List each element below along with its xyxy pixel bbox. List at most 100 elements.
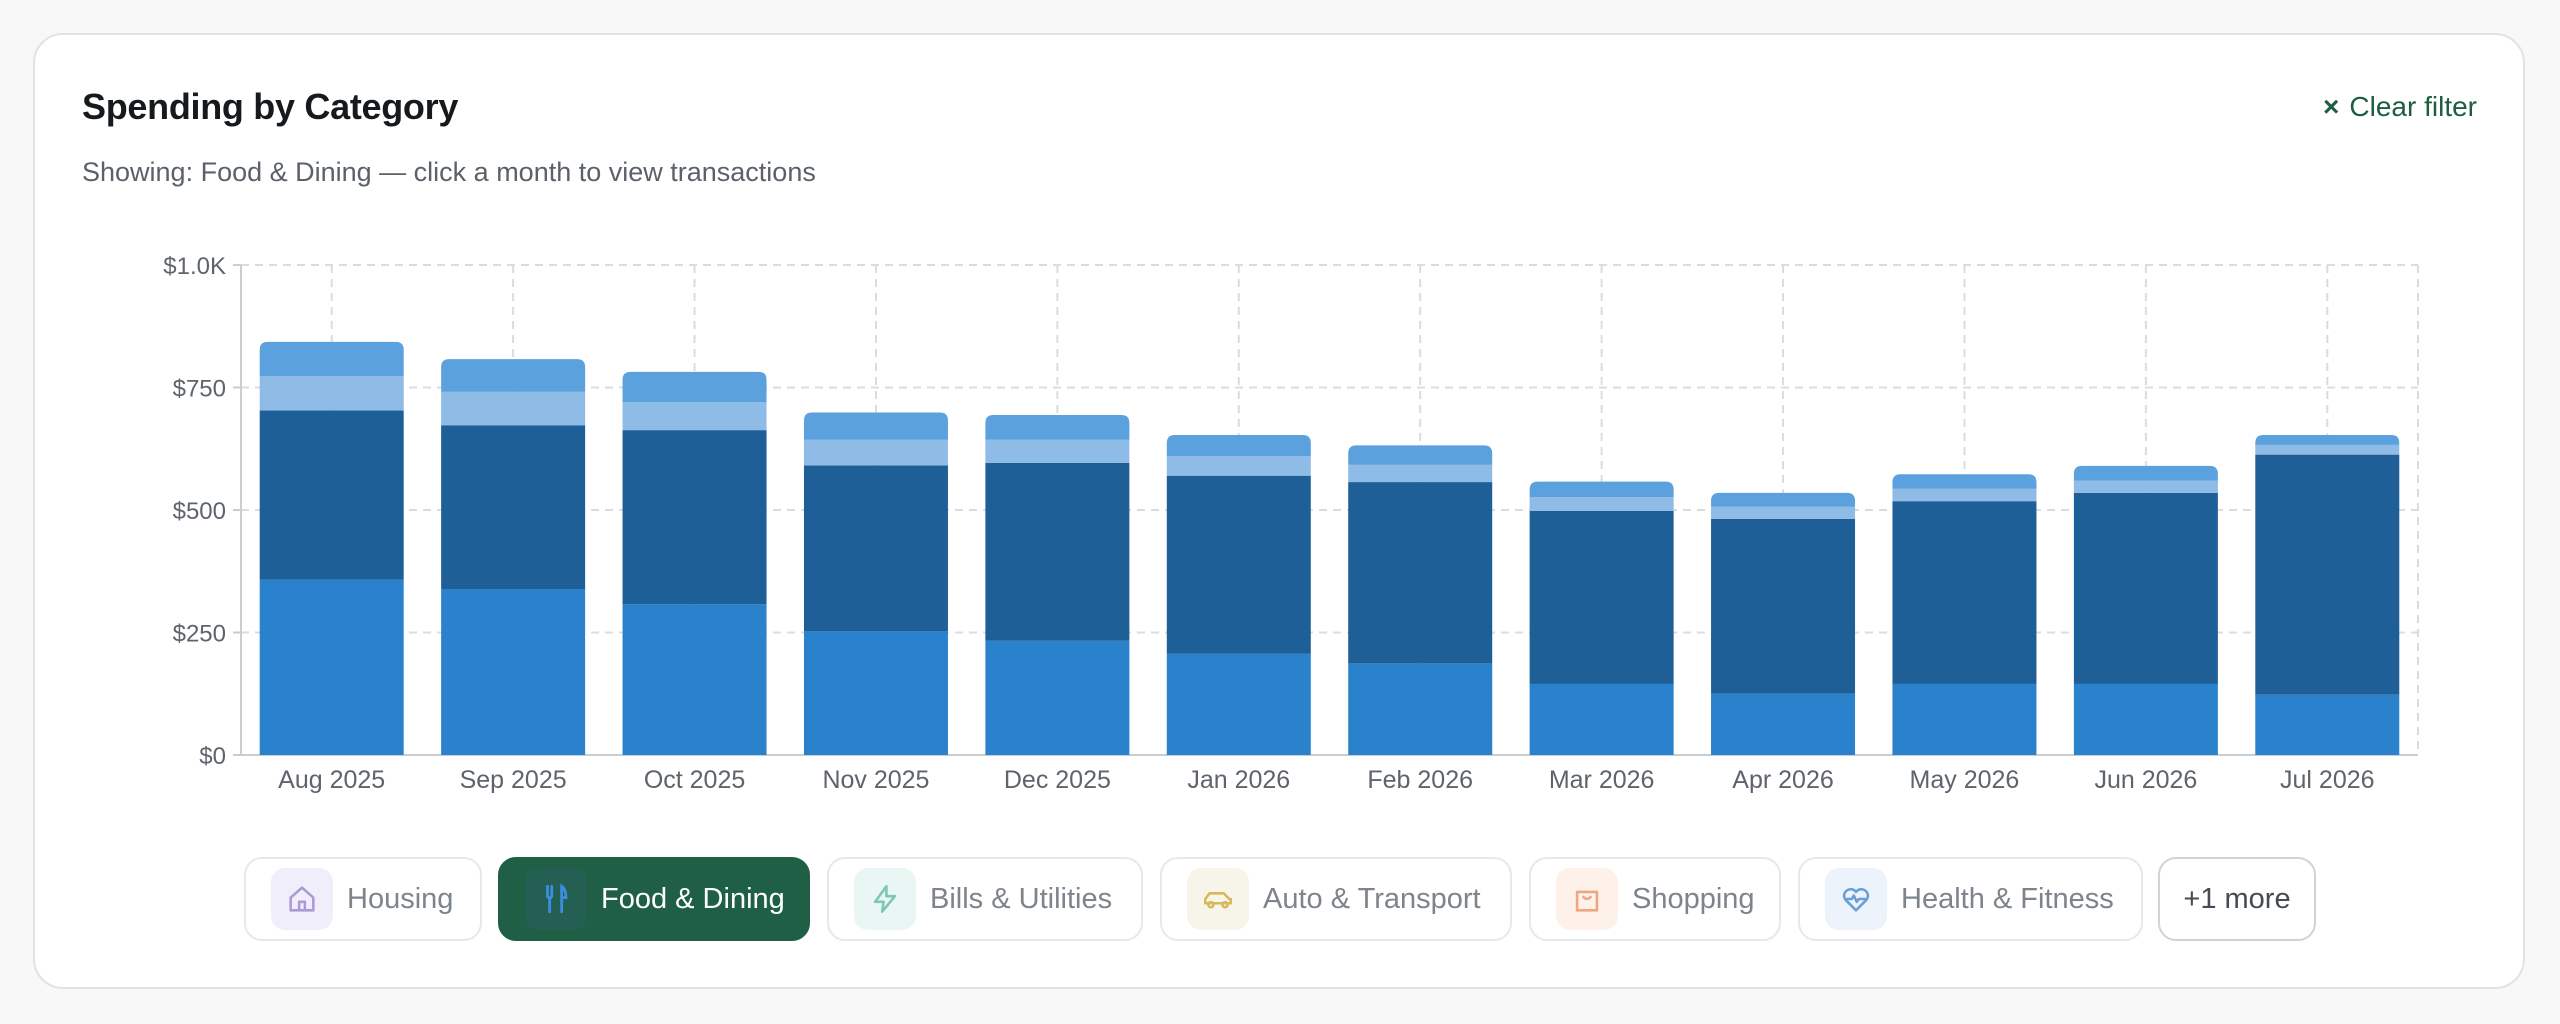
bar-segment[interactable] — [622, 371, 767, 403]
bar-segment[interactable] — [2255, 435, 2400, 445]
stacked-bar-chart: $0 $250 $500 $750 $1.0K Aug 2025 Sep 2025 Oct 2… — [163, 253, 2419, 794]
bar-segment[interactable] — [441, 589, 586, 755]
bar-segment[interactable] — [259, 410, 404, 580]
bar-segment[interactable] — [985, 439, 1130, 463]
bar-segment[interactable] — [1711, 518, 1856, 694]
y-tick-label: $1.0K — [163, 253, 226, 280]
bar-segment[interactable] — [2255, 694, 2400, 755]
x-tick-label: Oct 2025 — [644, 766, 745, 794]
bar-segment[interactable] — [1711, 693, 1856, 755]
bar-group-mar-2026[interactable] — [1529, 481, 1674, 755]
filter-pill-label: Shopping — [1632, 882, 1755, 915]
bar-segment[interactable] — [2255, 444, 2400, 455]
bar-segment[interactable] — [441, 391, 586, 426]
bar-segment[interactable] — [1892, 488, 2037, 502]
bar-segment[interactable] — [2073, 683, 2218, 755]
bar-segment[interactable] — [1529, 497, 1674, 511]
x-tick-label: Jun 2026 — [2094, 766, 2197, 794]
bar-group-jul-2026[interactable] — [2255, 435, 2400, 755]
bar-group-nov-2025[interactable] — [803, 412, 948, 755]
filter-pill-bills-utilities[interactable]: Bills & Utilities — [827, 857, 1143, 941]
bar-segment[interactable] — [985, 414, 1130, 440]
bar-segment[interactable] — [1529, 481, 1674, 498]
more-filters-button[interactable]: +1 more — [2158, 857, 2316, 941]
bar-segment[interactable] — [622, 604, 767, 755]
y-tick-label: $750 — [173, 376, 226, 403]
bar-segment[interactable] — [2255, 454, 2400, 695]
y-tick-label: $500 — [173, 498, 226, 525]
x-tick-label: May 2026 — [1910, 766, 2020, 794]
bar-segment[interactable] — [1348, 663, 1493, 755]
x-tick-label: Jul 2026 — [2280, 766, 2375, 794]
bar-group-oct-2025[interactable] — [622, 371, 767, 755]
bar-group-dec-2025[interactable] — [985, 414, 1130, 755]
bar-segment[interactable] — [803, 631, 948, 755]
filter-pill-health-fitness[interactable]: Health & Fitness — [1798, 857, 2143, 941]
bar-segment[interactable] — [803, 439, 948, 466]
bar-segment[interactable] — [259, 341, 404, 377]
filter-pill-label: Food & Dining — [601, 882, 785, 915]
card-subtitle: Showing: Food & Dining — click a month t… — [82, 157, 816, 187]
bar-segment[interactable] — [2073, 465, 2218, 481]
x-tick-label: Dec 2025 — [1004, 766, 1111, 794]
clear-filter-label: Clear filter — [2349, 91, 2477, 122]
bar-segment[interactable] — [1529, 510, 1674, 684]
filter-pill-food-dining[interactable]: Food & Dining — [498, 857, 810, 941]
x-tick-label: Feb 2026 — [1367, 766, 1473, 794]
bar-segment[interactable] — [1892, 501, 2037, 684]
bar-group-apr-2026[interactable] — [1711, 492, 1856, 755]
bar-segment[interactable] — [985, 640, 1130, 755]
bar-segment[interactable] — [803, 465, 948, 632]
filter-pill-label: Housing — [347, 882, 454, 915]
x-tick-label: Aug 2025 — [278, 766, 385, 794]
bar-segment[interactable] — [441, 425, 586, 590]
bar-segment[interactable] — [441, 359, 586, 392]
bar-segment[interactable] — [259, 579, 404, 755]
card-title: Spending by Category — [82, 86, 459, 127]
x-tick-label: Nov 2025 — [822, 766, 929, 794]
bar-segment[interactable] — [2073, 492, 2218, 684]
bar-segment[interactable] — [1711, 492, 1856, 507]
bar-segment[interactable] — [259, 376, 404, 411]
bar-group-aug-2025[interactable] — [259, 341, 404, 755]
x-tick-label: Sep 2025 — [460, 766, 567, 794]
bar-group-jun-2026[interactable] — [2073, 465, 2218, 755]
bar-segment[interactable] — [1892, 683, 2037, 755]
bar-segment[interactable] — [1166, 456, 1311, 476]
filter-pill-auto-transport[interactable]: Auto & Transport — [1160, 857, 1512, 941]
lightning-icon — [854, 868, 916, 930]
bar-group-feb-2026[interactable] — [1348, 445, 1493, 755]
bar-group-sep-2025[interactable] — [441, 359, 586, 755]
bar-segment[interactable] — [622, 402, 767, 431]
y-tick-label: $0 — [199, 743, 226, 770]
bar-group-may-2026[interactable] — [1892, 474, 2037, 755]
x-tick-label: Apr 2026 — [1732, 766, 1833, 794]
filter-pill-label: Bills & Utilities — [930, 882, 1113, 915]
heart-pulse-icon — [1825, 868, 1887, 930]
bar-segment[interactable] — [1529, 683, 1674, 755]
filter-pill-label: Auto & Transport — [1263, 882, 1481, 915]
bar-segment[interactable] — [1348, 464, 1493, 483]
car-icon — [1187, 868, 1249, 930]
clear-filter-button[interactable]: × Clear filter — [2323, 91, 2477, 123]
bar-segment[interactable] — [1892, 474, 2037, 489]
bar-segment[interactable] — [1166, 435, 1311, 457]
more-filters-label: +1 more — [2183, 882, 2291, 915]
bar-segment[interactable] — [985, 462, 1130, 641]
filter-pill-shopping[interactable]: Shopping — [1529, 857, 1781, 941]
bar-segment[interactable] — [1166, 475, 1311, 654]
bar-segment[interactable] — [803, 412, 948, 440]
bar-group-jan-2026[interactable] — [1166, 435, 1311, 755]
bar-segment[interactable] — [1348, 445, 1493, 465]
x-tick-label: Mar 2026 — [1549, 766, 1655, 794]
bar-segment[interactable] — [2073, 480, 2218, 493]
y-tick-label: $250 — [173, 621, 226, 648]
bar-segment[interactable] — [1348, 482, 1493, 664]
house-icon — [271, 868, 333, 930]
bar-segment[interactable] — [1166, 653, 1311, 755]
bar-segment[interactable] — [622, 430, 767, 605]
utensils-icon — [525, 868, 587, 930]
filter-pill-housing[interactable]: Housing — [244, 857, 482, 941]
x-tick-label: Jan 2026 — [1187, 766, 1290, 794]
bar-segment[interactable] — [1711, 506, 1856, 519]
